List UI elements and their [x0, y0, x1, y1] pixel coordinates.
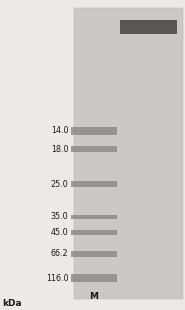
- Bar: [71, 127, 117, 135]
- Text: 116.0: 116.0: [46, 274, 68, 283]
- Text: M: M: [89, 292, 98, 301]
- Bar: [71, 251, 117, 257]
- Bar: [71, 230, 117, 235]
- Text: 45.0: 45.0: [51, 228, 68, 237]
- Text: kDa: kDa: [2, 299, 21, 308]
- Text: 35.0: 35.0: [51, 212, 68, 221]
- Bar: [71, 146, 117, 152]
- Bar: [74, 8, 183, 299]
- Text: 18.0: 18.0: [51, 144, 68, 153]
- Bar: [71, 181, 117, 187]
- Text: 25.0: 25.0: [51, 179, 68, 188]
- Bar: [71, 215, 117, 219]
- Text: 66.2: 66.2: [51, 250, 68, 259]
- Text: 14.0: 14.0: [51, 126, 68, 135]
- Bar: [71, 274, 117, 282]
- Bar: [120, 20, 177, 34]
